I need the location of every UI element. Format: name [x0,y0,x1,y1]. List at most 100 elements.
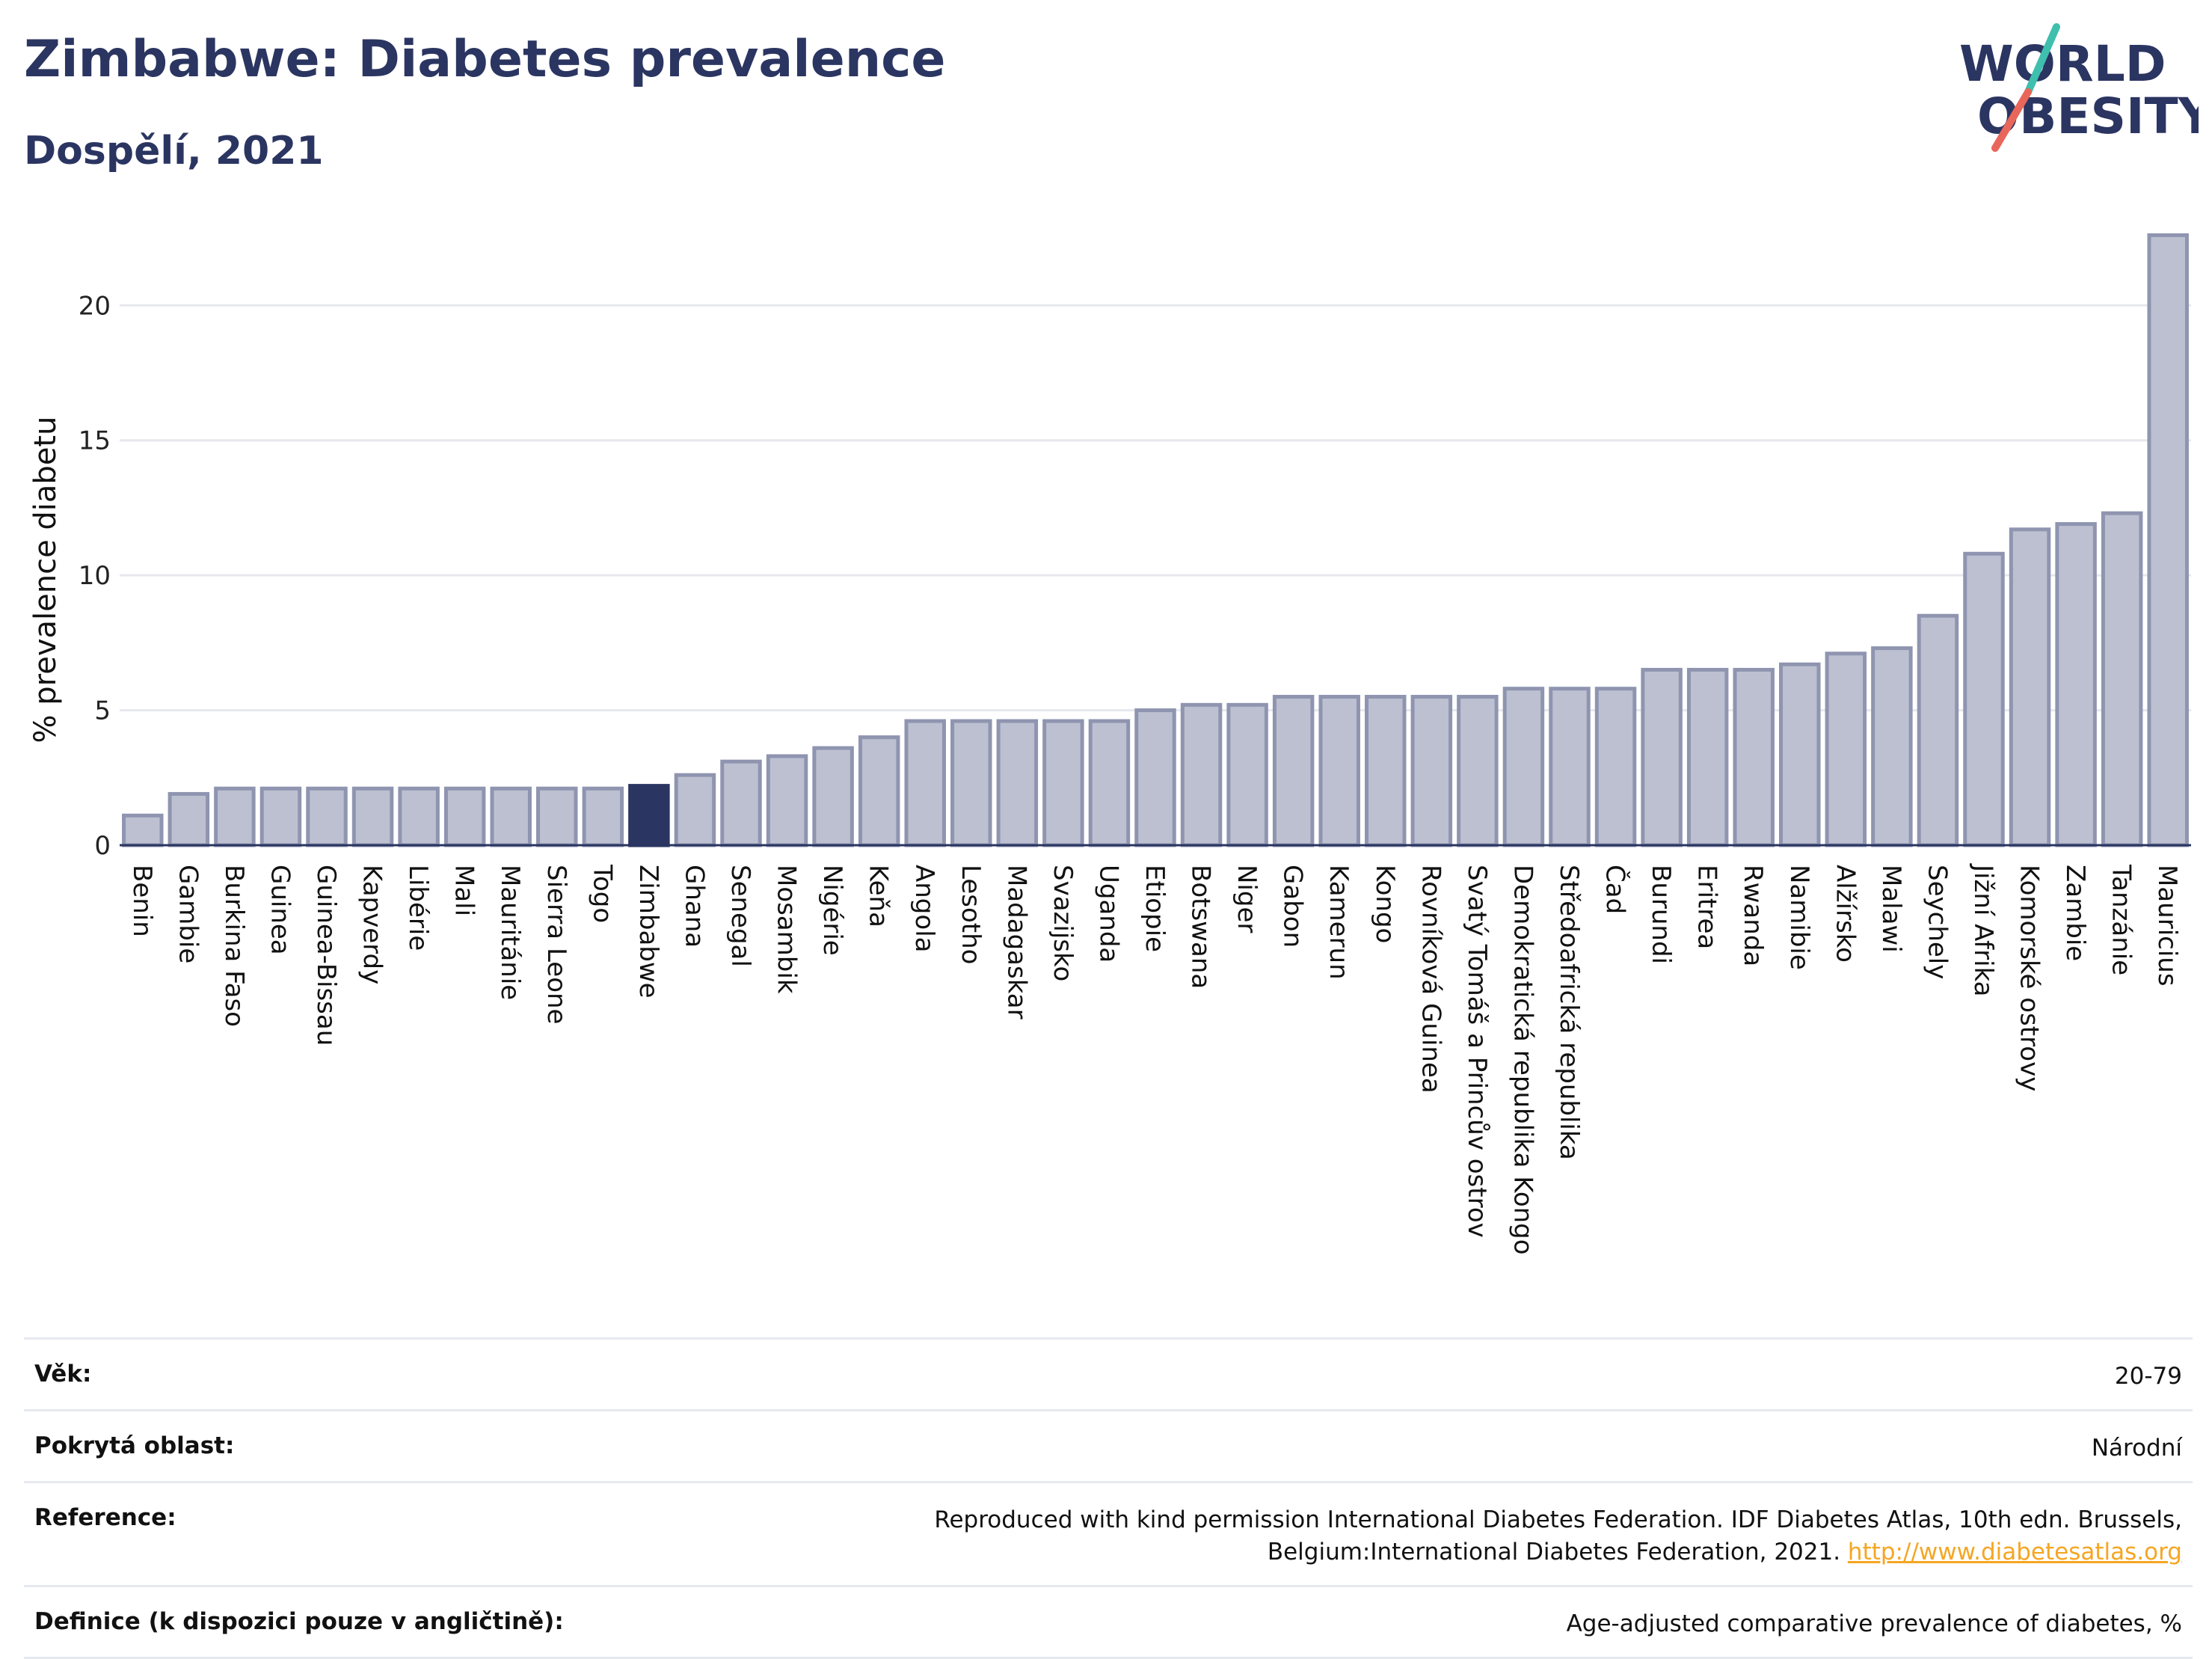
category-label: Gambie [173,865,203,963]
meta-row-reference: Reference: Reproduced with kind permissi… [24,1481,2193,1585]
bar [1594,687,1637,847]
bars [122,233,2189,847]
category-label: Seychely [1922,865,1952,979]
meta-key: Pokrytá oblast: [34,1432,235,1459]
meta-row-age: Věk: 20-79 [24,1337,2193,1409]
bar [443,786,486,847]
meta-value: 20-79 [2114,1363,2182,1390]
y-tick-label: 0 [94,831,111,861]
category-label: Uganda [1093,865,1123,963]
bar [1549,687,1591,847]
meta-key: Reference: [34,1504,176,1531]
category-label: Svazijsko [1048,865,1078,981]
meta-value: Národní [2091,1435,2182,1462]
category-label: Eritrea [1692,865,1722,949]
bar [1963,551,2005,847]
category-label: Lesotho [956,865,986,964]
category-label: Senegal [725,865,755,967]
bar [490,786,532,847]
category-label: Rovníková Guinea [1416,865,1446,1094]
bar [168,791,210,847]
category-label: Etiopie [1140,865,1170,952]
chart-subtitle: Dospělí, 2021 [24,129,324,174]
bar [950,719,992,847]
category-label: Komorské ostrovy [2015,865,2044,1091]
meta-value-reference: Reproduced with kind permission Internat… [686,1504,2182,1568]
y-tick-label: 10 [79,561,111,591]
category-label: Mosambik [772,865,802,994]
logo-text-world: WORLD [1959,35,2166,93]
bar [628,784,670,847]
bar [1134,708,1176,847]
category-label: Burkina Faso [219,865,249,1027]
category-label: Mauricius [2152,865,2182,987]
category-label: Mali [449,865,479,916]
category-label: Kongo [1370,865,1400,943]
bar [259,786,302,847]
category-label: Sierra Leone [541,865,571,1024]
reference-text: Reproduced with kind permission Internat… [934,1506,2182,1566]
category-label: Guinea-Bissau [311,865,341,1046]
bar [1365,695,1407,847]
category-label: Nigérie [817,865,847,956]
category-label: Kamerun [1324,865,1354,980]
bar [536,786,578,847]
category-label: Ghana [679,865,709,948]
bar [1410,695,1453,847]
world-obesity-logo: WORLD OBESITY [1959,23,2199,152]
category-label: Svatý Tomáš a Princův ostrov [1462,865,1492,1238]
logo-slash-red-icon [1991,88,2032,152]
category-label: Demokratická republika Kongo [1508,865,1537,1255]
category-label: Mauritánie [495,865,525,1000]
category-label: Angola [909,865,939,952]
bar [582,786,624,847]
bar [1318,695,1360,847]
category-label: Togo [587,864,617,923]
bar [1457,695,1499,847]
bar [1226,702,1268,847]
bar [766,754,808,847]
bar [2055,522,2097,847]
meta-value: Age-adjusted comparative prevalence of d… [1566,1610,2182,1637]
bar [1641,667,1683,847]
bar [122,813,164,847]
category-label: Namibie [1784,865,1814,970]
category-label: Burundi [1646,865,1676,964]
category-label: Alžírsko [1830,865,1860,963]
category-label: Libérie [403,865,433,951]
meta-row-definition: Definice (k dispozici pouze v angličtině… [24,1585,2193,1659]
meta-row-coverage: Pokrytá oblast: Národní [24,1409,2193,1481]
bar [1733,667,1775,847]
category-label: Zambie [2060,865,2090,961]
category-label: Kapverdy [357,865,387,984]
category-label: Benin [127,865,157,937]
category-label: Jižní Afrika [1968,863,1998,997]
category-label: Středoafrická republika [1554,865,1584,1160]
y-axis-label: % prevalence diabetu [28,417,63,743]
bar [1502,687,1545,847]
category-label: Rwanda [1738,865,1768,966]
category-label: Malawi [1876,865,1906,953]
bar [720,759,762,847]
reference-link[interactable]: http://www.diabetesatlas.org [1847,1539,2182,1566]
bar [1180,702,1223,847]
bar [1825,651,1867,847]
bar [306,786,348,847]
category-label: Botswana [1186,865,1216,989]
bar [904,719,946,847]
bar [1042,719,1084,847]
y-tick-label: 20 [79,291,111,321]
category-labels: Benin Gambie Burkina Faso Guinea Guinea-Biss… [127,863,2182,1255]
y-tick-label: 15 [79,426,111,456]
category-label: Čad [1600,865,1631,914]
bar-chart: 0 5 10 15 20 Benin Gambie Burkina Faso Guinea Gu… [28,233,2191,1255]
meta-key: Věk: [34,1361,92,1387]
bar [1272,695,1315,847]
metadata-table: Věk: 20-79 Pokrytá oblast: Národní Refer… [24,1337,2193,1659]
chart-title: Zimbabwe: Diabetes prevalence [24,30,946,89]
y-tick-label: 5 [94,696,111,726]
bar [996,719,1039,847]
category-label: Madagaskar [1001,865,1031,1019]
bar [1686,667,1729,847]
bar [2101,511,2143,847]
